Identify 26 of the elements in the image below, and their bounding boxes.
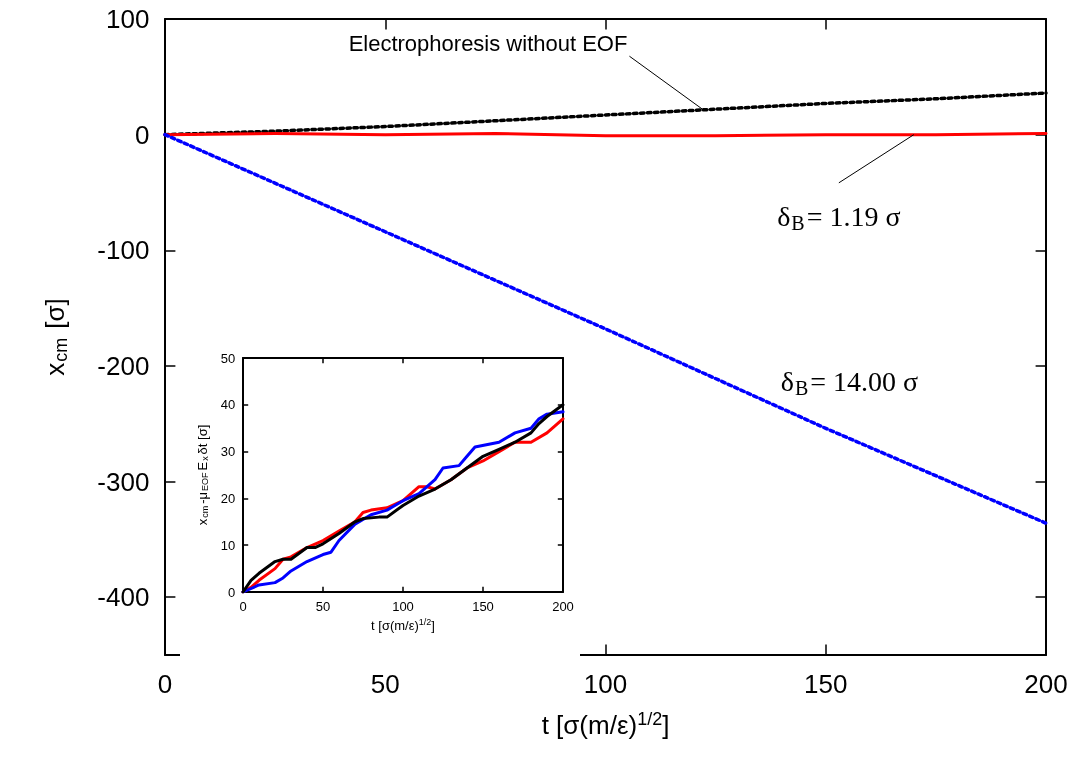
- x-tick-label: 200: [552, 598, 574, 614]
- x-tick-label: 150: [472, 598, 494, 614]
- line-series: [163, 132, 1048, 525]
- y-tick-label: 30: [220, 444, 236, 460]
- y-axis-title: xcm-μEOFExδt [σ]: [194, 424, 211, 526]
- annotation: Electrophoresis without EOF: [348, 30, 628, 56]
- x-tick-label: 0: [239, 598, 247, 614]
- y-axis-title: xcm [σ]: [40, 298, 71, 376]
- x-tick-label: 150: [804, 668, 848, 699]
- x-tick-label: 100: [583, 668, 628, 699]
- x-tick-label: 200: [1024, 668, 1068, 699]
- x-tick-label: 50: [315, 598, 331, 614]
- y-tick-label: 10: [220, 537, 236, 553]
- y-tick-label: 50: [220, 350, 236, 366]
- x-tick-label: 50: [370, 668, 400, 699]
- y-tick-label: 40: [220, 397, 236, 413]
- y-tick-label: 0: [227, 584, 236, 600]
- y-tick-label: 20: [220, 490, 236, 506]
- x-tick-label: 100: [392, 598, 414, 614]
- y-tick-label: 100: [106, 4, 150, 34]
- y-tick-label: 0: [134, 119, 150, 150]
- y-tick-label: -300: [97, 466, 150, 497]
- x-tick-label: 0: [157, 668, 173, 699]
- y-tick-label: -200: [97, 350, 150, 381]
- y-tick-label: -400: [97, 582, 150, 613]
- y-tick-label: -100: [97, 235, 150, 266]
